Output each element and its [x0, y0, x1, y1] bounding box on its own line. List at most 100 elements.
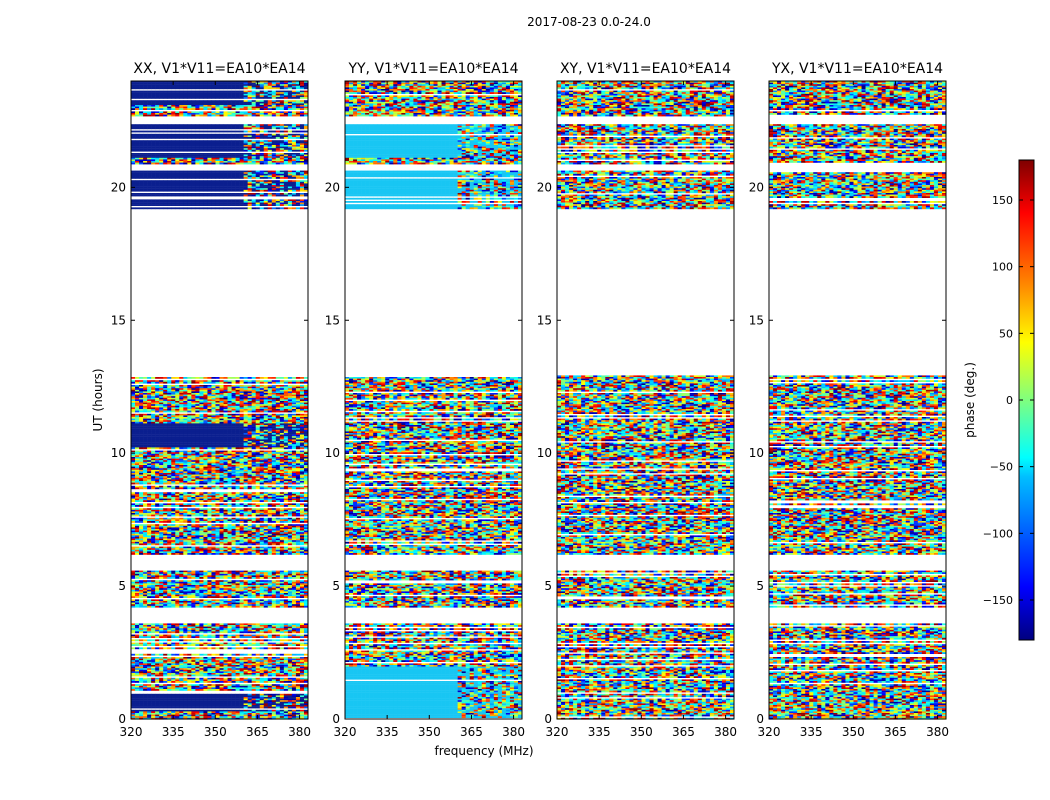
phase-cell: [207, 103, 211, 105]
phase-cell: [215, 97, 219, 99]
phase-cell: [256, 102, 260, 104]
phase-cell: [155, 124, 159, 126]
phase-cell: [179, 102, 183, 104]
phase-cell: [244, 84, 248, 86]
phase-cell: [215, 94, 219, 96]
phase-cell: [256, 105, 260, 107]
phase-cell: [272, 113, 276, 115]
phase-cell: [191, 105, 195, 107]
phase-cell: [252, 100, 256, 102]
phase-cell: [207, 86, 211, 88]
phase-cell: [272, 105, 276, 107]
phase-cell: [195, 115, 199, 117]
phase-cell: [244, 105, 248, 107]
phase-cell: [240, 86, 244, 88]
phase-cell: [284, 84, 288, 86]
phase-cell: [260, 102, 264, 104]
phase-cell: [203, 103, 207, 105]
phase-cell: [232, 103, 236, 105]
phase-cell: [191, 102, 195, 104]
phase-cell: [236, 111, 240, 113]
phase-cell: [203, 83, 207, 85]
phase-cell: [207, 87, 211, 89]
phase-cell: [220, 113, 224, 115]
phase-cell: [151, 94, 155, 96]
phase-cell: [187, 111, 191, 113]
phase-cell: [211, 108, 215, 110]
phase-cell: [143, 111, 147, 113]
phase-cell: [135, 108, 139, 110]
phase-cell: [195, 100, 199, 102]
phase-cell: [252, 95, 256, 97]
phase-cell: [135, 105, 139, 107]
phase-cell: [139, 92, 143, 94]
phase-cell: [224, 94, 228, 96]
phase-cell: [292, 115, 296, 117]
phase-cell: [252, 86, 256, 88]
phase-cell: [187, 97, 191, 99]
phase-cell: [288, 107, 292, 109]
phase-cell: [256, 91, 260, 93]
phase-cell: [147, 113, 151, 115]
phase-cell: [248, 102, 252, 104]
phase-cell: [163, 84, 167, 86]
phase-cell: [260, 83, 264, 85]
phase-cell: [296, 115, 300, 117]
phase-cell: [272, 97, 276, 99]
phase-cell: [284, 105, 288, 107]
phase-cell: [135, 124, 139, 126]
phase-cell: [171, 113, 175, 115]
phase-cell: [191, 84, 195, 86]
phase-cell: [179, 94, 183, 96]
phase-cell: [268, 91, 272, 93]
phase-cell: [228, 103, 232, 105]
phase-cell: [171, 103, 175, 105]
phase-cell: [195, 105, 199, 107]
phase-cell: [147, 91, 151, 93]
phase-cell: [179, 103, 183, 105]
phase-cell: [171, 95, 175, 97]
phase-cell: [252, 108, 256, 110]
phase-cell: [284, 94, 288, 96]
phase-cell: [163, 83, 167, 85]
phase-cell: [183, 92, 187, 94]
phase-cell: [276, 83, 280, 85]
phase-cell: [147, 124, 151, 126]
phase-cell: [256, 100, 260, 102]
phase-cell: [288, 111, 292, 113]
phase-cell: [139, 113, 143, 115]
phase-cell: [151, 108, 155, 110]
panels: XX, V1*V11=EA10*EA14320 335 350 365 38005101…: [91, 61, 949, 758]
phase-cell: [232, 108, 236, 110]
phase-cell: [211, 102, 215, 104]
phase-cell: [292, 87, 296, 89]
phase-cell: [268, 83, 272, 85]
phase-cell: [260, 97, 264, 99]
phase-cell: [240, 111, 244, 113]
phase-cell: [264, 95, 268, 97]
phase-cell: [264, 107, 268, 109]
phase-cell: [236, 103, 240, 105]
phase-cell: [296, 105, 300, 107]
phase-cell: [131, 103, 135, 105]
phase-cell: [195, 95, 199, 97]
phase-cell: [252, 94, 256, 96]
phase-cell: [151, 83, 155, 85]
phase-cell: [220, 84, 224, 86]
phase-cell: [288, 87, 292, 89]
phase-cell: [292, 86, 296, 88]
phase-cell: [236, 108, 240, 110]
phase-cell: [256, 113, 260, 115]
phase-cell: [195, 94, 199, 96]
phase-cell: [207, 92, 211, 94]
phase-cell: [228, 84, 232, 86]
phase-cell: [232, 92, 236, 94]
phase-cell: [288, 92, 292, 94]
phase-cell: [228, 115, 232, 117]
phase-cell: [195, 92, 199, 94]
phase-cell: [215, 92, 219, 94]
phase-cell: [232, 113, 236, 115]
phase-cell: [183, 103, 187, 105]
phase-cell: [191, 94, 195, 96]
phase-cell: [256, 94, 260, 96]
